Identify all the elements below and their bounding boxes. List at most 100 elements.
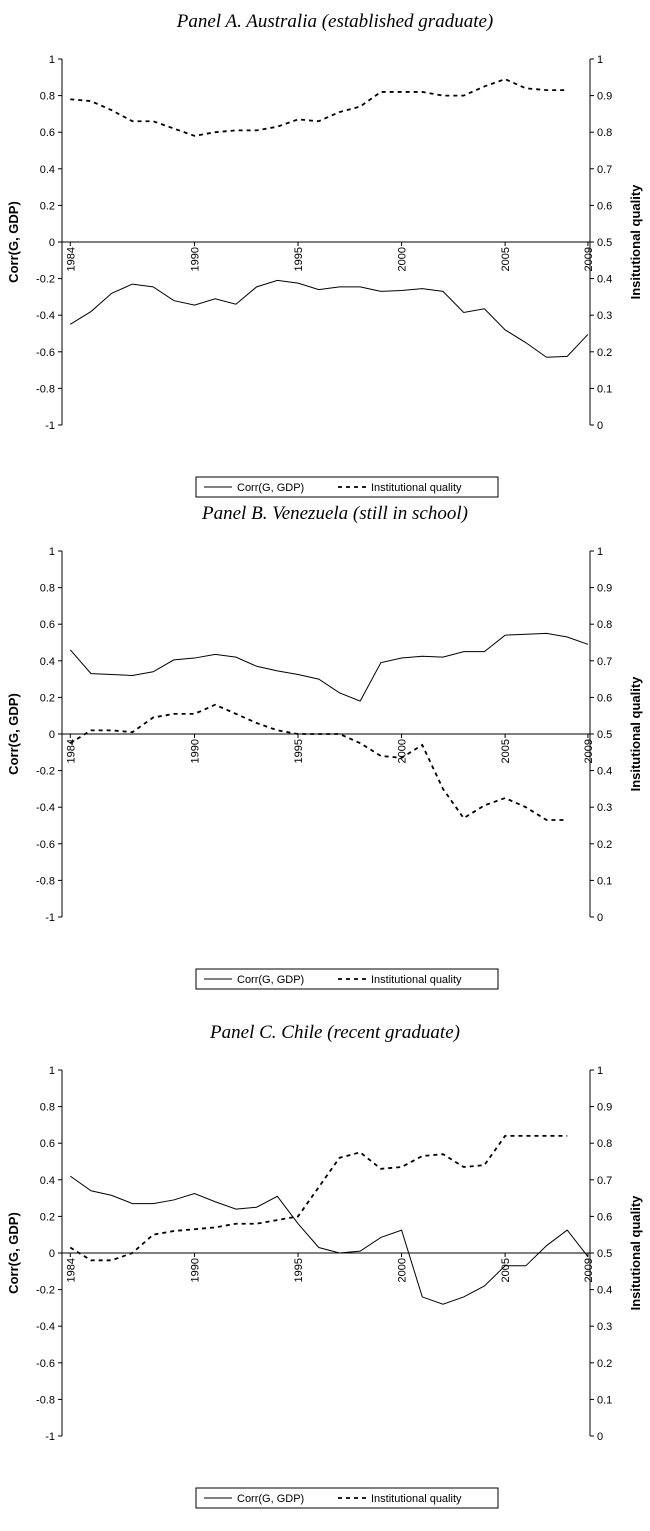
y2-axis-title: Insitutional quality xyxy=(628,184,643,300)
series-line xyxy=(69,1175,589,1305)
y2-tick-label: 0.5 xyxy=(597,729,612,741)
x-tick-label: 1990 xyxy=(190,739,202,763)
y-tick-label: 0.2 xyxy=(40,200,55,212)
y-tick-label: -0.8 xyxy=(36,1394,55,1406)
y2-tick-label: 0.1 xyxy=(597,383,612,395)
y-tick-label: -0.4 xyxy=(36,802,55,814)
legend-label: Corr(G, GDP) xyxy=(237,482,304,494)
series-line xyxy=(70,78,568,137)
y2-tick-label: 1 xyxy=(597,546,603,558)
y2-tick-label: 0.2 xyxy=(597,347,612,359)
y-tick-label: 0.2 xyxy=(40,1211,55,1223)
x-tick-label: 2000 xyxy=(397,1258,409,1282)
x-tick-label: 2000 xyxy=(397,247,409,271)
y2-tick-label: 0.9 xyxy=(597,1102,612,1114)
panel: Panel A. Australia (established graduate… xyxy=(6,11,643,498)
y2-tick-label: 0 xyxy=(597,912,603,924)
legend-label: Institutional quality xyxy=(371,1493,462,1505)
y-tick-label: -0.6 xyxy=(36,347,55,359)
y-tick-label: 0.8 xyxy=(40,583,55,595)
y-tick-label: -0.8 xyxy=(36,383,55,395)
x-tick-label: 2009 xyxy=(583,739,595,763)
x-tick-label: 2005 xyxy=(500,739,512,763)
y2-tick-label: 0 xyxy=(597,1431,603,1443)
y2-tick-label: 0.6 xyxy=(597,1211,612,1223)
panel: Panel C. Chile (recent graduate) -1 -0.8 -0… xyxy=(6,1022,643,1509)
y2-tick-label: 0.9 xyxy=(597,91,612,103)
y-axis-title: Corr(G, GDP) xyxy=(6,693,21,775)
y2-axis-title: Insitutional quality xyxy=(628,1195,643,1311)
series-line xyxy=(69,1134,568,1262)
y2-tick-label: 0.1 xyxy=(597,875,612,887)
y2-tick-label: 0.4 xyxy=(597,766,612,778)
y-tick-label: 0.4 xyxy=(40,656,55,668)
y-tick-label: 1 xyxy=(49,1065,55,1077)
y-tick-label: 0.6 xyxy=(40,127,55,139)
y2-tick-label: 0.7 xyxy=(597,656,612,668)
y2-tick-label: 0.5 xyxy=(597,237,612,249)
series-line xyxy=(69,703,568,821)
y-tick-label: 0.8 xyxy=(40,91,55,103)
x-tick-label: 1984 xyxy=(65,739,77,763)
y2-tick-label: 0.4 xyxy=(597,1285,612,1297)
y2-tick-label: 0 xyxy=(597,420,603,432)
y-tick-label: -0.4 xyxy=(36,310,55,322)
x-tick-label: 2009 xyxy=(583,247,595,271)
y-axis-title: Corr(G, GDP) xyxy=(6,201,21,283)
legend-label: Institutional quality xyxy=(371,974,462,986)
y-tick-label: 0.8 xyxy=(40,1102,55,1114)
y-tick-label: -1 xyxy=(45,1431,55,1443)
series-line xyxy=(69,632,589,702)
y2-tick-label: 0.3 xyxy=(597,802,612,814)
legend-label: Institutional quality xyxy=(371,482,462,494)
y2-tick-label: 0.6 xyxy=(597,692,612,704)
y2-tick-label: 0.2 xyxy=(597,839,612,851)
y-tick-label: -0.2 xyxy=(36,766,55,778)
y-tick-label: -1 xyxy=(45,912,55,924)
y-tick-label: -0.8 xyxy=(36,875,55,887)
y-tick-label: 0.2 xyxy=(40,692,55,704)
y-tick-label: -0.2 xyxy=(36,1285,55,1297)
y-tick-label: 0 xyxy=(49,1248,55,1260)
y2-tick-label: 0.8 xyxy=(597,127,612,139)
x-tick-label: 2000 xyxy=(397,739,409,763)
chart-title: Panel C. Chile (recent graduate) xyxy=(209,1022,460,1043)
y-tick-label: -0.6 xyxy=(36,1358,55,1370)
series-line xyxy=(70,279,589,358)
y-tick-label: -0.4 xyxy=(36,1321,55,1333)
y2-tick-label: 0.8 xyxy=(597,1138,612,1150)
chart-title: Panel A. Australia (established graduate… xyxy=(176,11,493,32)
x-tick-label: 1995 xyxy=(293,1258,305,1282)
x-tick-label: 2005 xyxy=(500,1258,512,1282)
x-tick-label: 2005 xyxy=(500,247,512,271)
x-tick-label: 1995 xyxy=(293,247,305,271)
y2-tick-label: 0.7 xyxy=(597,164,612,176)
y2-tick-label: 0.3 xyxy=(597,1321,612,1333)
y-tick-label: 1 xyxy=(49,54,55,66)
y2-tick-label: 0.1 xyxy=(597,1394,612,1406)
y-tick-label: 0.4 xyxy=(40,1175,55,1187)
y2-tick-label: 0.6 xyxy=(597,200,612,212)
y2-axis-title: Insitutional quality xyxy=(628,676,643,792)
chart-title: Panel B. Venezuela (still in school) xyxy=(201,503,468,524)
x-tick-label: 1995 xyxy=(293,739,305,763)
y-tick-label: -1 xyxy=(45,420,55,432)
y2-tick-label: 0.9 xyxy=(597,583,612,595)
x-tick-label: 1990 xyxy=(190,1258,202,1282)
y-axis-title: Corr(G, GDP) xyxy=(6,1212,21,1294)
y-tick-label: -0.2 xyxy=(36,274,55,286)
y-tick-label: 0.6 xyxy=(40,1138,55,1150)
y2-tick-label: 0.4 xyxy=(597,274,612,286)
y2-tick-label: 0.3 xyxy=(597,310,612,322)
y2-tick-label: 0.2 xyxy=(597,1358,612,1370)
y-tick-label: 0.6 xyxy=(40,619,55,631)
y2-tick-label: 0.8 xyxy=(597,619,612,631)
y2-tick-label: 1 xyxy=(597,54,603,66)
legend-label: Corr(G, GDP) xyxy=(237,974,304,986)
y-tick-label: 0 xyxy=(49,237,55,249)
y-tick-label: -0.6 xyxy=(36,839,55,851)
y2-tick-label: 1 xyxy=(597,1065,603,1077)
y-tick-label: 0 xyxy=(49,729,55,741)
y2-tick-label: 0.7 xyxy=(597,1175,612,1187)
y2-tick-label: 0.5 xyxy=(597,1248,612,1260)
